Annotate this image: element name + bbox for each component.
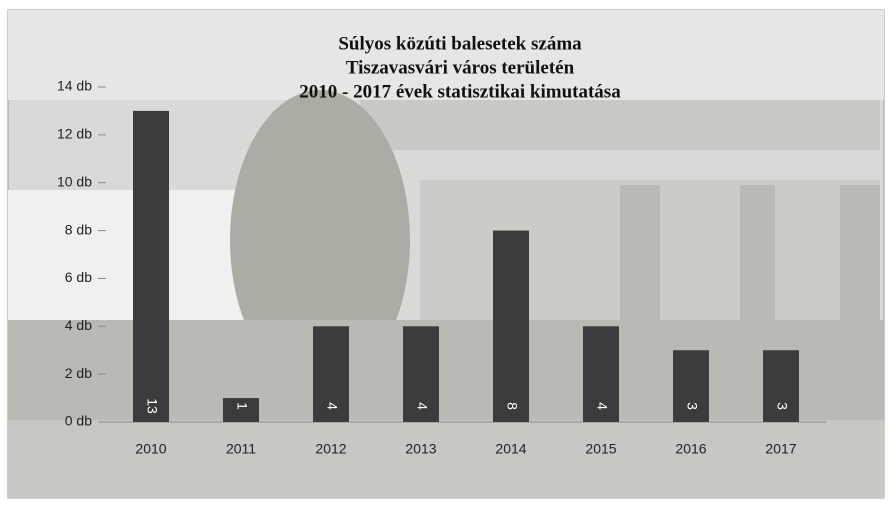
data-label: 4 xyxy=(414,402,430,410)
y-tick-label: 8 db xyxy=(65,221,92,237)
x-tick-label: 2016 xyxy=(675,441,706,457)
x-tick-label: 2014 xyxy=(495,441,526,457)
chart-title: Tiszavasvári város területén xyxy=(346,57,575,78)
data-label: 13 xyxy=(144,398,160,414)
bar xyxy=(763,350,799,422)
x-tick-label: 2017 xyxy=(765,441,796,457)
y-tick-label: 12 db xyxy=(57,126,92,142)
bar xyxy=(493,230,529,422)
x-tick-label: 2011 xyxy=(226,441,256,457)
y-tick-label: 14 db xyxy=(57,78,92,94)
data-label: 8 xyxy=(504,402,520,410)
y-tick-label: 10 db xyxy=(57,173,92,189)
x-tick-label: 2012 xyxy=(315,441,346,457)
chart-title: Súlyos közúti balesetek száma xyxy=(338,33,582,54)
data-label: 3 xyxy=(684,402,700,410)
data-label: 4 xyxy=(324,402,340,410)
y-tick-label: 0 db xyxy=(65,413,92,429)
data-label: 1 xyxy=(234,402,250,410)
x-tick-label: 2013 xyxy=(405,441,436,457)
data-label: 3 xyxy=(774,402,790,410)
x-tick-label: 2010 xyxy=(135,441,166,457)
bar xyxy=(673,350,709,422)
chart-title: 2010 - 2017 évek statisztikai kimutatása xyxy=(299,81,621,102)
y-tick-label: 2 db xyxy=(65,365,92,381)
bar xyxy=(223,398,259,422)
bar xyxy=(133,110,169,422)
y-tick-label: 4 db xyxy=(65,317,92,333)
y-tick-label: 6 db xyxy=(65,269,92,285)
bar xyxy=(583,326,619,422)
x-tick-label: 2015 xyxy=(585,441,616,457)
bar xyxy=(403,326,439,422)
bar xyxy=(313,326,349,422)
data-label: 4 xyxy=(594,402,610,410)
